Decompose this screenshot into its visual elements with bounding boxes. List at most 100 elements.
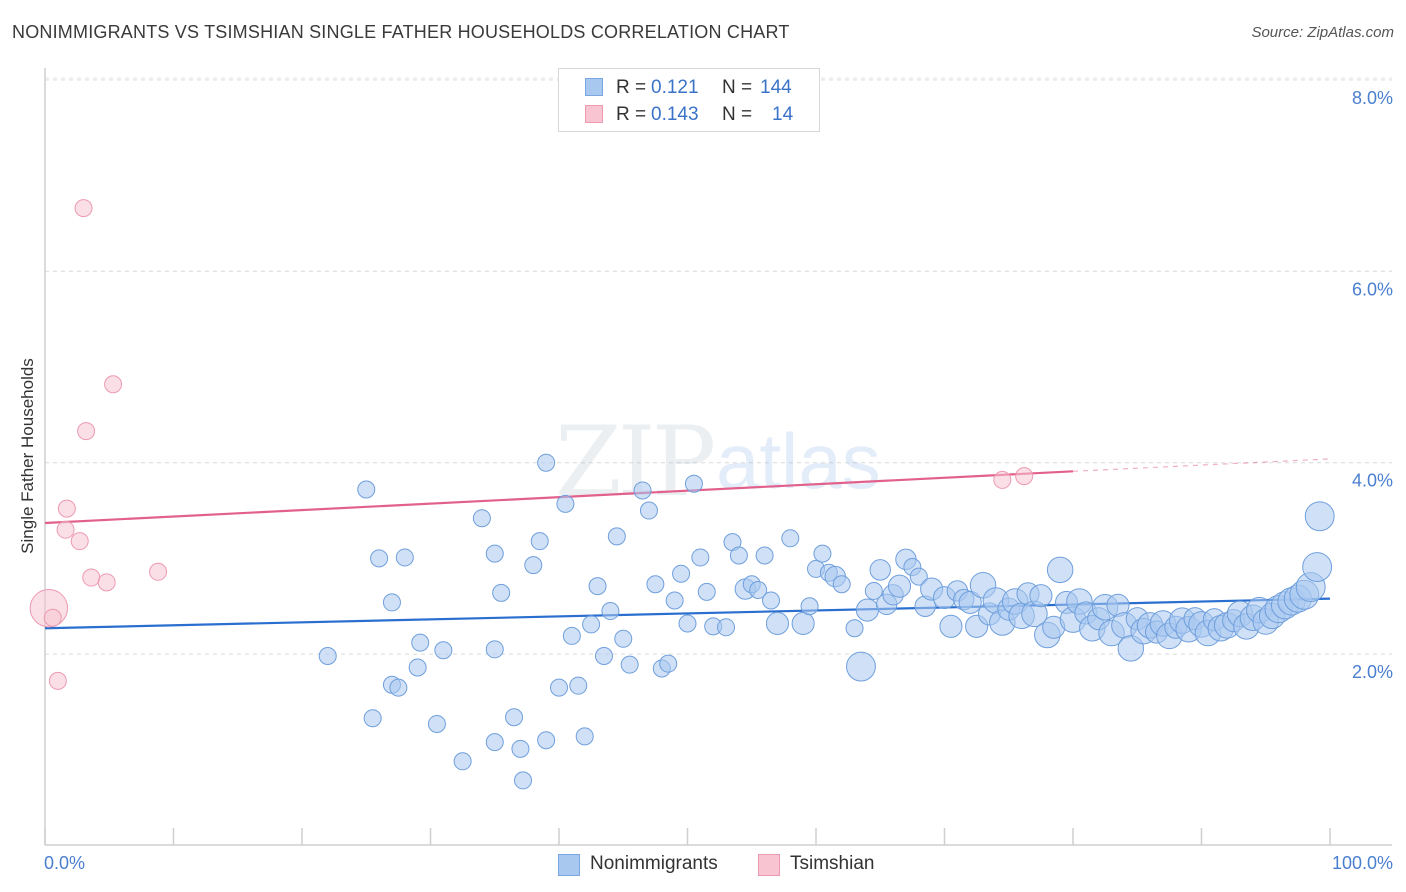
data-point (575, 727, 594, 746)
data-point (363, 709, 382, 728)
data-point (869, 559, 891, 581)
data-point (1304, 501, 1335, 532)
data-point (70, 532, 89, 551)
data-points (29, 199, 1335, 790)
data-point (556, 494, 575, 513)
data-point (832, 575, 851, 594)
legend-swatch-nonimmigrants (585, 78, 603, 96)
data-point (781, 529, 800, 548)
data-point (845, 619, 864, 638)
data-point (82, 568, 101, 587)
data-point (582, 615, 601, 634)
trend-line-tsimshian (44, 470, 1074, 525)
data-point (524, 556, 543, 575)
data-point (1046, 556, 1074, 584)
watermark-atlas: atlas (716, 417, 881, 505)
axes (44, 68, 1392, 846)
data-point (530, 532, 549, 551)
data-point (453, 752, 472, 771)
data-point (588, 577, 607, 596)
data-point (684, 474, 703, 493)
data-point (1015, 467, 1034, 486)
data-point (762, 591, 781, 610)
data-point (717, 618, 736, 637)
y-tick-label: 8.0% (1352, 88, 1393, 108)
y-tick-label: 6.0% (1352, 279, 1393, 299)
series-legend: Nonimmigrants Tsimshian (0, 852, 1406, 878)
correlation-legend: R = 0.121 N = 144 R = 0.143 N = 14 (558, 68, 820, 132)
data-point (765, 611, 790, 636)
data-point (620, 655, 639, 674)
data-point (562, 626, 581, 645)
legend-n-value: 14 (772, 104, 794, 125)
data-point (607, 527, 626, 546)
data-point (43, 608, 62, 627)
data-point (633, 481, 652, 500)
data-point (485, 733, 504, 752)
data-point (550, 678, 568, 697)
data-point (846, 651, 876, 682)
legend-r-value: 0.121 (651, 77, 699, 98)
data-point (614, 629, 633, 648)
data-point (601, 602, 620, 621)
data-point (729, 546, 748, 565)
data-point (749, 580, 768, 599)
legend-n-label: N = (722, 104, 753, 125)
data-point (56, 520, 75, 539)
series-tsimshian (29, 199, 1034, 690)
data-point (408, 658, 427, 677)
legend-row-nonimmigrants: R = 0.121 N = 144 (559, 75, 819, 101)
watermark: ZIP atlas (555, 406, 881, 518)
data-point (958, 590, 982, 614)
data-point (357, 480, 376, 499)
data-point (537, 453, 556, 472)
legend-n-label: N = (722, 77, 753, 98)
data-point (485, 640, 504, 659)
data-point (395, 548, 414, 567)
data-point (370, 549, 389, 568)
legend-r-value: 0.143 (651, 104, 699, 125)
legend-n-value: 144 (760, 77, 792, 98)
data-point (800, 597, 819, 616)
y-tick-label: 2.0% (1352, 662, 1393, 682)
data-point (939, 614, 963, 638)
data-point (594, 647, 613, 666)
data-point (659, 654, 678, 673)
data-point (993, 470, 1012, 489)
source-label: Source: ZipAtlas.com (1251, 24, 1394, 41)
x-tick-label: 0.0% (44, 853, 85, 873)
data-point (697, 582, 716, 601)
legend-swatch-tsimshian (585, 105, 603, 123)
watermark-zip: ZIP (555, 406, 714, 518)
data-point (569, 676, 588, 695)
data-point (665, 591, 684, 610)
data-point (755, 546, 774, 565)
data-point (427, 714, 446, 733)
legend-label-tsimshian: Tsimshian (790, 853, 875, 874)
data-point (485, 544, 504, 563)
trend-extension-tsimshian (1072, 458, 1331, 472)
y-tick-label: 4.0% (1352, 471, 1393, 491)
data-point (149, 562, 168, 581)
data-point (77, 422, 96, 441)
data-point (646, 575, 665, 594)
legend-swatch-tsimshian (758, 854, 780, 876)
data-point (537, 731, 556, 750)
data-point (855, 598, 879, 622)
data-point (678, 614, 697, 633)
tick-labels: 2.0% 4.0% 6.0% 8.0% 0.0% 100.0% (44, 88, 1393, 873)
data-point (1029, 584, 1053, 608)
data-point (791, 611, 815, 636)
chart-title: NONIMMIGRANTS VS TSIMSHIAN SINGLE FATHER… (12, 22, 790, 42)
data-point (691, 548, 710, 567)
legend-label-nonimmigrants: Nonimmigrants (590, 853, 718, 874)
data-point (887, 574, 912, 598)
data-point (505, 708, 524, 727)
gridlines (45, 77, 1392, 655)
legend-r-label: R = (616, 104, 647, 125)
series-nonimmigrants (318, 453, 1335, 790)
data-point (672, 564, 691, 583)
data-point (813, 544, 832, 563)
data-point (909, 567, 928, 586)
